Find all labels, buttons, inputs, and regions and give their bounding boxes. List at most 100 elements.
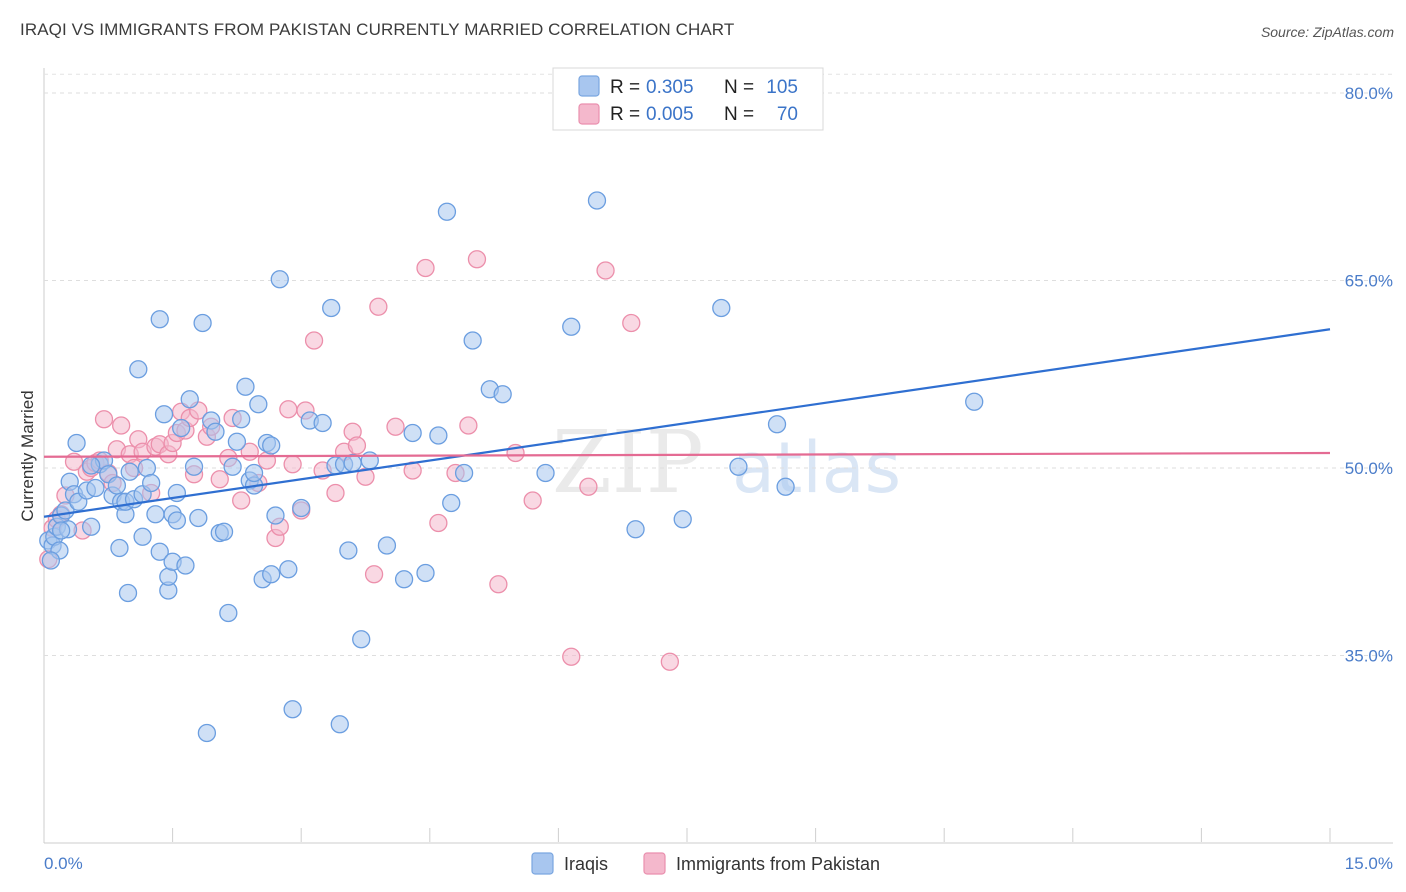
iraqi-point [146, 505, 165, 524]
legend-r-label-1: R = [610, 77, 640, 98]
y-tick-label: 35.0% [1345, 647, 1393, 666]
legend-swatch-pakistan [578, 103, 600, 125]
iraqi-point [270, 270, 289, 289]
iraqi-point [154, 405, 174, 424]
legend-n-label-2: N = [724, 104, 754, 125]
iraqi-point [197, 723, 217, 743]
gridlines [44, 73, 1393, 656]
pakistan-point [232, 491, 251, 510]
iraqi-point [219, 603, 238, 623]
pakistan-point [326, 483, 345, 503]
pakistan-point [579, 477, 598, 496]
iraqi-point [133, 527, 152, 546]
iraqi-point [587, 191, 607, 210]
iraqi-point [129, 360, 148, 379]
iraqi-point [189, 508, 208, 528]
pakistan-point [283, 455, 302, 474]
iraqi-point [377, 536, 397, 555]
pakistan-point [347, 436, 367, 455]
trend-line-pakistan [43, 451, 1331, 458]
x-tick-label-max: 15.0% [1345, 854, 1393, 873]
y-axis-tick-labels: 35.0% 50.0% 65.0% 80.0% [1345, 84, 1393, 666]
iraqi-point [244, 463, 264, 483]
pakistan-point [429, 513, 448, 533]
iraqi-point [107, 476, 127, 495]
iraqi-point [279, 560, 298, 579]
pakistan-point [489, 575, 508, 594]
iraqi-point [227, 432, 247, 451]
iraqi-point [626, 520, 645, 539]
x-axis-ticks [43, 828, 1331, 842]
iraqi-point [167, 511, 187, 530]
iraqi-point [184, 457, 204, 476]
chart-title: IRAQI VS IMMIGRANTS FROM PAKISTAN CURREN… [20, 20, 735, 39]
iraqi-point [110, 538, 129, 558]
series-legend: Iraqis Immigrants from Pakistan [531, 852, 880, 875]
iraqi-point [82, 456, 101, 475]
pakistan-point [523, 491, 542, 510]
series-legend-swatch-iraqis [531, 852, 554, 875]
y-tick-label: 50.0% [1345, 459, 1393, 478]
y-tick-label: 65.0% [1345, 272, 1393, 291]
iraqi-point [712, 298, 731, 318]
iraqi-point [339, 541, 358, 560]
iraqi-point [137, 458, 157, 478]
stats-legend: R = 0.305 N = 105 R = 0.005 N = 70 [552, 67, 824, 131]
x-tick-label-min: 0.0% [44, 854, 83, 873]
iraqi-point [176, 556, 195, 575]
iraqi-point [394, 570, 414, 589]
iraqi-point [767, 415, 787, 434]
y-tick-label: 80.0% [1345, 84, 1393, 103]
iraqi-point [86, 478, 105, 498]
pakistan-point [364, 565, 384, 584]
iraqi-point [965, 392, 984, 411]
series-legend-label-iraqis: Iraqis [564, 854, 608, 874]
iraqi-point [463, 331, 482, 350]
pakistan-point [279, 400, 298, 419]
iraqi-point [442, 493, 461, 513]
pakistan-point [596, 261, 615, 280]
iraqi-point [352, 630, 371, 649]
iraqi-point [236, 377, 255, 396]
pakistan-point [304, 331, 324, 350]
iraqi-point [172, 418, 191, 438]
series-legend-swatch-pakistan [643, 852, 666, 875]
legend-r-value-2: 0.005 [646, 104, 694, 125]
iraqi-point [118, 583, 138, 603]
legend-n-value-1: 105 [766, 77, 798, 98]
iraqi-point [493, 385, 512, 404]
watermark-zip: ZIP [552, 413, 704, 513]
iraqi-point [232, 410, 251, 429]
iraqi-point [437, 202, 457, 221]
legend-n-value-2: 70 [777, 104, 798, 125]
iraqi-point [776, 477, 795, 496]
pakistan-point [369, 297, 388, 316]
pakistan-point [210, 470, 229, 489]
iraqi-point [536, 463, 555, 483]
iraqi-point [262, 436, 281, 455]
legend-r-value-1: 0.305 [646, 77, 694, 98]
pakistan-point [416, 258, 435, 278]
iraqi-point [223, 457, 242, 476]
iraqi-point [266, 506, 285, 525]
trend-lines [43, 328, 1331, 518]
pakistan-point [660, 652, 680, 671]
iraqi-point [159, 567, 178, 586]
legend-swatch-iraqis [578, 75, 600, 97]
watermark-atlas: atlas [732, 427, 901, 509]
iraqi-point [193, 313, 212, 333]
iraqi-point [41, 551, 61, 570]
iraqi-point [322, 298, 341, 318]
iraqi-point [330, 715, 349, 734]
iraqi-point [206, 422, 225, 441]
iraqi-point [150, 542, 169, 561]
iraqi-point [429, 426, 448, 445]
iraqi-point [403, 423, 422, 443]
pakistan-point [257, 451, 277, 470]
trend-line-iraqis [43, 328, 1331, 518]
pakistan-point [94, 410, 114, 429]
iraqi-point [343, 453, 362, 473]
iraqi-point [454, 463, 474, 483]
iraqi-point [313, 413, 332, 433]
